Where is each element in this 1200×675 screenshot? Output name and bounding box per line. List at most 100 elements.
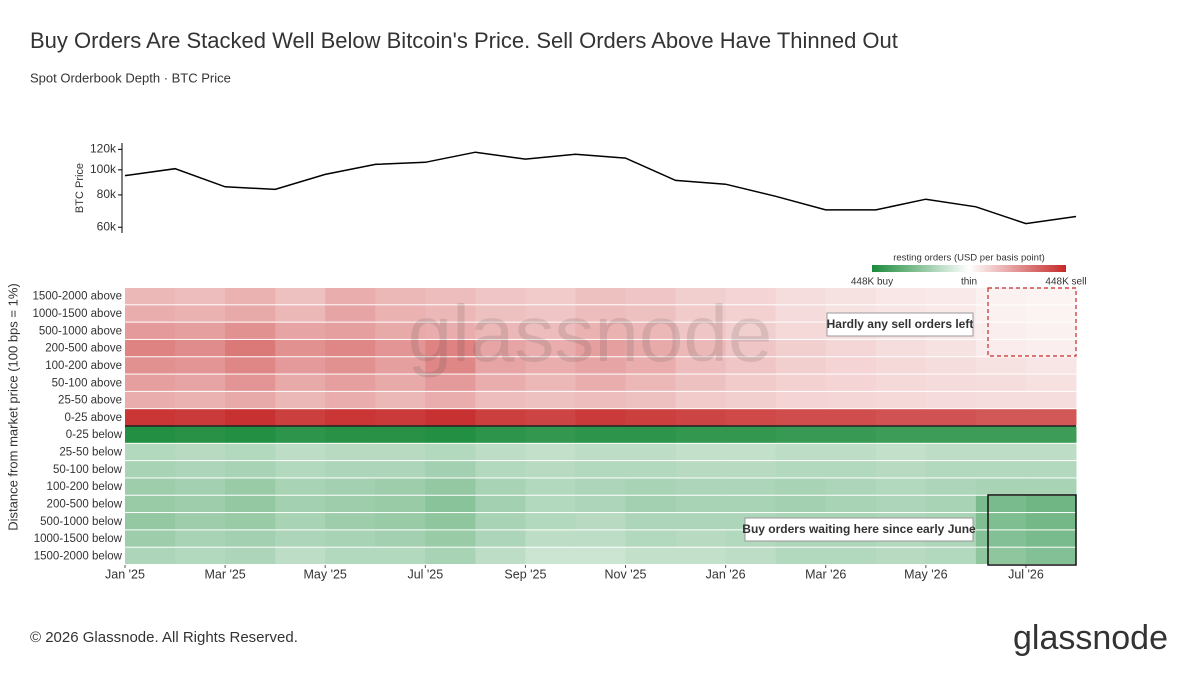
heatmap-cell (975, 443, 1027, 461)
colorbar-tick-label: 448K buy (851, 277, 893, 288)
colorbar-tick-label: thin (961, 277, 977, 288)
heatmap-cell (925, 478, 977, 495)
heatmap-cell (725, 374, 777, 391)
heatmap-cell (875, 374, 927, 391)
heatmap-cell (225, 391, 276, 409)
heatmap-cell (175, 443, 226, 461)
heatmap-cell (475, 409, 526, 426)
heatmap-cell (525, 443, 576, 461)
heatmap-cell (975, 513, 1027, 530)
heatmap-cell (775, 461, 827, 478)
heatmap-cell (125, 426, 176, 443)
heatmap-cell (875, 443, 927, 461)
heatmap-cell (225, 426, 276, 443)
heatmap-cell (925, 461, 977, 478)
heatmap-cell (375, 391, 426, 409)
heatmap-cell (625, 305, 677, 322)
title: Buy Orders Are Stacked Well Below Bitcoi… (30, 28, 898, 53)
heatmap-cell (275, 443, 326, 461)
heatmap-cell (125, 530, 176, 547)
heatmap-cell (925, 374, 977, 391)
heatmap-cell (225, 357, 276, 374)
heatmap-cell (325, 391, 376, 409)
heatmap-cell (525, 339, 576, 357)
heatmap-cell (475, 322, 526, 339)
heatmap-cell (575, 426, 627, 443)
y-tick-label: 60k (97, 219, 117, 233)
heatmap-cell (825, 391, 877, 409)
heatmap-cell (1025, 547, 1077, 564)
heatmap-cell (825, 478, 877, 495)
annotation: Buy orders waiting here since early June (742, 522, 976, 536)
heatmap-cell (175, 339, 226, 357)
heatmap-cell (925, 547, 977, 564)
heatmap-cell (125, 495, 176, 513)
heatmap-cell (125, 391, 176, 409)
heatmap-cell (325, 374, 376, 391)
heatmap-cell (675, 391, 727, 409)
heatmap-cell (825, 461, 877, 478)
heatmap-cell (525, 391, 576, 409)
heatmap-cell (975, 322, 1027, 339)
heatmap-cell (975, 374, 1027, 391)
heatmap-cell (375, 322, 426, 339)
heatmap-cell (375, 374, 426, 391)
heatmap-cell (575, 339, 627, 357)
heatmap-cell (1025, 374, 1077, 391)
heatmap-cell (725, 495, 777, 513)
heatmap-cell (325, 530, 376, 547)
heatmap-cell (575, 374, 627, 391)
heatmap-cell (125, 547, 176, 564)
heatmap-cell (775, 322, 827, 339)
heatmap-cell (675, 426, 727, 443)
heatmap-cell (825, 374, 877, 391)
heatmap-cell (525, 288, 576, 305)
heatmap-cell (1025, 339, 1077, 357)
heatmap-cell (375, 288, 426, 305)
heatmap-cell (175, 495, 226, 513)
heatmap-cell (725, 339, 777, 357)
heatmap-cell (1025, 305, 1077, 322)
heatmap-cell (675, 495, 727, 513)
row-label: 100-200 above (45, 360, 122, 372)
heatmap-cell (275, 513, 326, 530)
heatmap-cell (175, 461, 226, 478)
heatmap-cell (825, 339, 877, 357)
heatmap-cell (725, 305, 777, 322)
heatmap-cell (475, 547, 526, 564)
heatmap-cell (675, 461, 727, 478)
heatmap-cell (875, 288, 927, 305)
heatmap-cell (375, 461, 426, 478)
row-label: 25-50 below (59, 447, 122, 459)
heatmap-cell (575, 357, 627, 374)
heatmap-cell (575, 513, 627, 530)
heatmap-cell (175, 374, 226, 391)
heatmap-cell (325, 443, 376, 461)
heatmap-cell (375, 478, 426, 495)
row-label: 1000-1500 below (34, 533, 123, 545)
x-tick-label: May '25 (304, 567, 347, 581)
y-axis-title: BTC Price (74, 163, 86, 213)
heatmap-cell (1025, 409, 1077, 426)
heatmap-cell (875, 409, 927, 426)
heatmap-cell (275, 409, 326, 426)
heatmap-cell (875, 391, 927, 409)
heatmap-cell (225, 530, 276, 547)
heatmap-cell (575, 461, 627, 478)
heatmap-cell (125, 443, 176, 461)
row-label: 200-500 below (47, 498, 123, 510)
heatmap-cell (1025, 357, 1077, 374)
heatmap-cell (325, 426, 376, 443)
heatmap-cell (375, 530, 426, 547)
heatmap-cell (575, 547, 627, 564)
heatmap-cell (325, 322, 376, 339)
heatmap-cell (675, 443, 727, 461)
heatmap-cell (675, 322, 727, 339)
heatmap-cell (525, 547, 576, 564)
heatmap-cell (125, 305, 176, 322)
heatmap-cell (675, 530, 727, 547)
x-tick-label: Jul '26 (1008, 567, 1044, 581)
heatmap-cell (575, 322, 627, 339)
heatmap-cell (475, 288, 526, 305)
heatmap-cell (125, 339, 176, 357)
